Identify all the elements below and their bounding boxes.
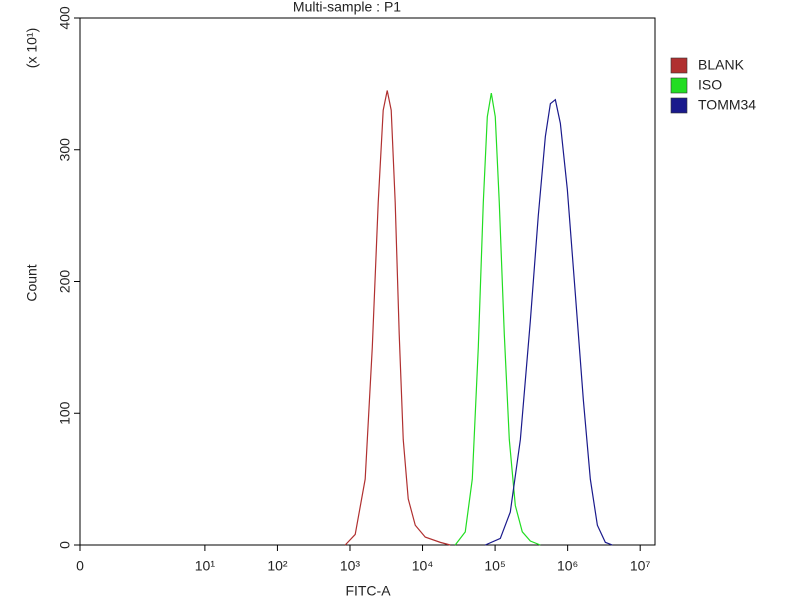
chart-title: Multi-sample : P1: [293, 0, 401, 15]
y-multiplier: (x 10¹): [24, 28, 40, 68]
legend-label: BLANK: [698, 57, 745, 73]
legend-swatch: [670, 97, 688, 114]
x-tick-label: 10⁴: [412, 558, 434, 574]
x-tick-label: 10²: [267, 558, 288, 574]
legend-label: TOMM34: [698, 97, 756, 113]
x-tick-label: 10⁶: [557, 558, 578, 574]
series-line: [485, 98, 613, 546]
x-tick-label: 10⁵: [484, 558, 505, 574]
series-line: [454, 92, 541, 546]
x-axis-label: FITC-A: [345, 583, 391, 599]
y-tick-label: 300: [57, 138, 73, 162]
x-tick-label: 10⁷: [630, 558, 651, 574]
y-tick-label: 0: [57, 541, 73, 549]
x-tick-label: 10³: [340, 558, 361, 574]
legend-swatch: [670, 57, 688, 74]
legend-label: ISO: [698, 77, 722, 93]
x-tick-label: 0: [76, 558, 84, 574]
plot-frame: [79, 17, 656, 546]
y-tick-label: 100: [57, 401, 73, 425]
y-axis-label: Count: [24, 264, 40, 301]
legend-swatch: [670, 77, 688, 94]
series-line: [344, 90, 451, 546]
x-tick-label: 10¹: [195, 558, 216, 574]
y-tick-label: 200: [57, 270, 73, 294]
y-tick-label: 400: [57, 6, 73, 30]
